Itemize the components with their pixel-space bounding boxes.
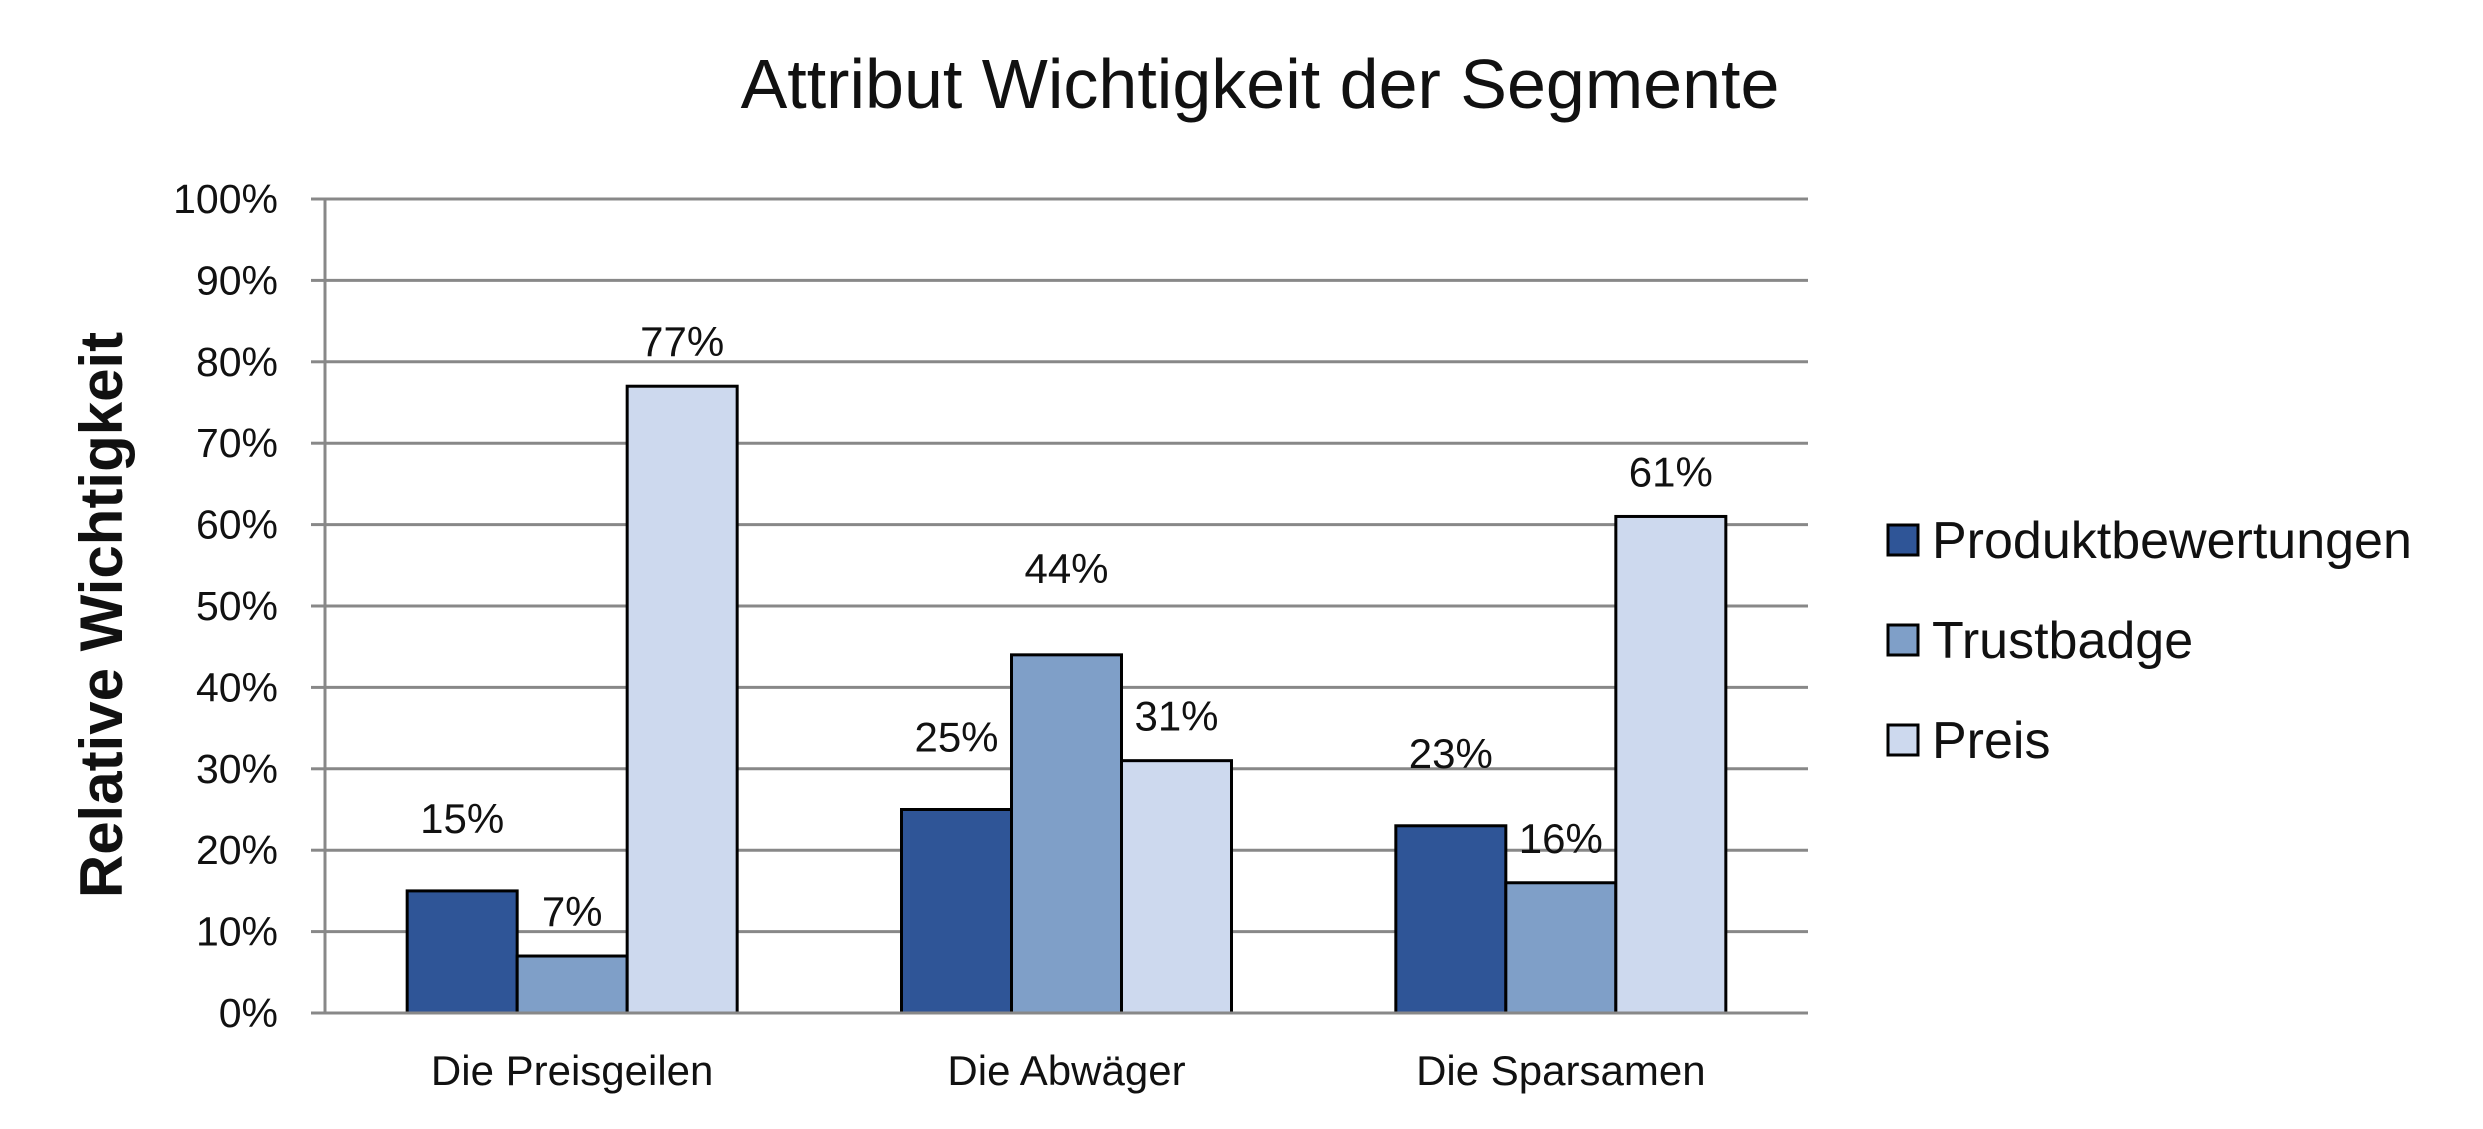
y-tick-label: 20% xyxy=(196,827,278,873)
bar xyxy=(1394,824,1508,1015)
data-label: 31% xyxy=(1134,693,1218,740)
bar xyxy=(900,808,1013,1015)
y-tick-label: 40% xyxy=(196,664,278,710)
y-tick-label: 30% xyxy=(196,746,278,792)
legend-label: Preis xyxy=(1932,712,2050,770)
y-tick-label: 90% xyxy=(196,257,278,303)
legend: Produktbewertungen Trustbadge Preis xyxy=(1886,512,2412,770)
y-tick-label: 50% xyxy=(196,583,278,629)
bar xyxy=(1010,653,1123,1015)
y-axis-ticks: 0% 10% 20% 30% 40% 50% 60% 70% 80% 90% 100% xyxy=(173,176,325,1036)
data-label: 61% xyxy=(1629,448,1713,495)
data-label: 16% xyxy=(1519,815,1603,862)
data-label: 25% xyxy=(914,714,998,761)
data-label: 44% xyxy=(1024,545,1108,592)
y-tick-label: 60% xyxy=(196,502,278,548)
legend-swatch xyxy=(1886,723,1920,757)
data-label: 15% xyxy=(420,795,504,842)
axes xyxy=(311,199,1808,1015)
y-tick-label: 10% xyxy=(196,909,278,955)
data-labels: 15% 7% 77% 25% 44% 31% 23% 16% 61% xyxy=(420,318,1713,935)
y-tick-label: 100% xyxy=(173,176,278,222)
legend-label: Trustbadge xyxy=(1932,612,2193,670)
x-tick-label: Die Sparsamen xyxy=(1416,1047,1705,1094)
y-tick-label: 70% xyxy=(196,420,278,466)
bar xyxy=(515,954,629,1015)
legend-swatch xyxy=(1886,623,1920,657)
legend-label: Produktbewertungen xyxy=(1932,512,2412,570)
bar xyxy=(405,889,519,1015)
category-labels: Die Preisgeilen Die Abwäger Die Sparsamen xyxy=(431,1047,1706,1094)
data-label: 7% xyxy=(542,888,603,935)
gridlines xyxy=(325,197,1808,934)
bars xyxy=(405,384,1728,1015)
legend-swatch xyxy=(1886,523,1920,557)
bar xyxy=(625,384,739,1015)
y-tick-label: 80% xyxy=(196,339,278,385)
y-axis-label: Relative Wichtigkeit xyxy=(68,332,135,898)
bar xyxy=(1504,881,1618,1015)
x-tick-label: Die Preisgeilen xyxy=(431,1047,713,1094)
x-tick-label: Die Abwäger xyxy=(947,1047,1185,1094)
data-label: 77% xyxy=(640,318,724,365)
bar xyxy=(1120,759,1233,1015)
bar xyxy=(1614,514,1728,1015)
data-label: 23% xyxy=(1409,730,1493,777)
y-tick-label: 0% xyxy=(219,990,278,1036)
chart-title: Attribut Wichtigkeit der Segmente xyxy=(741,45,1780,123)
